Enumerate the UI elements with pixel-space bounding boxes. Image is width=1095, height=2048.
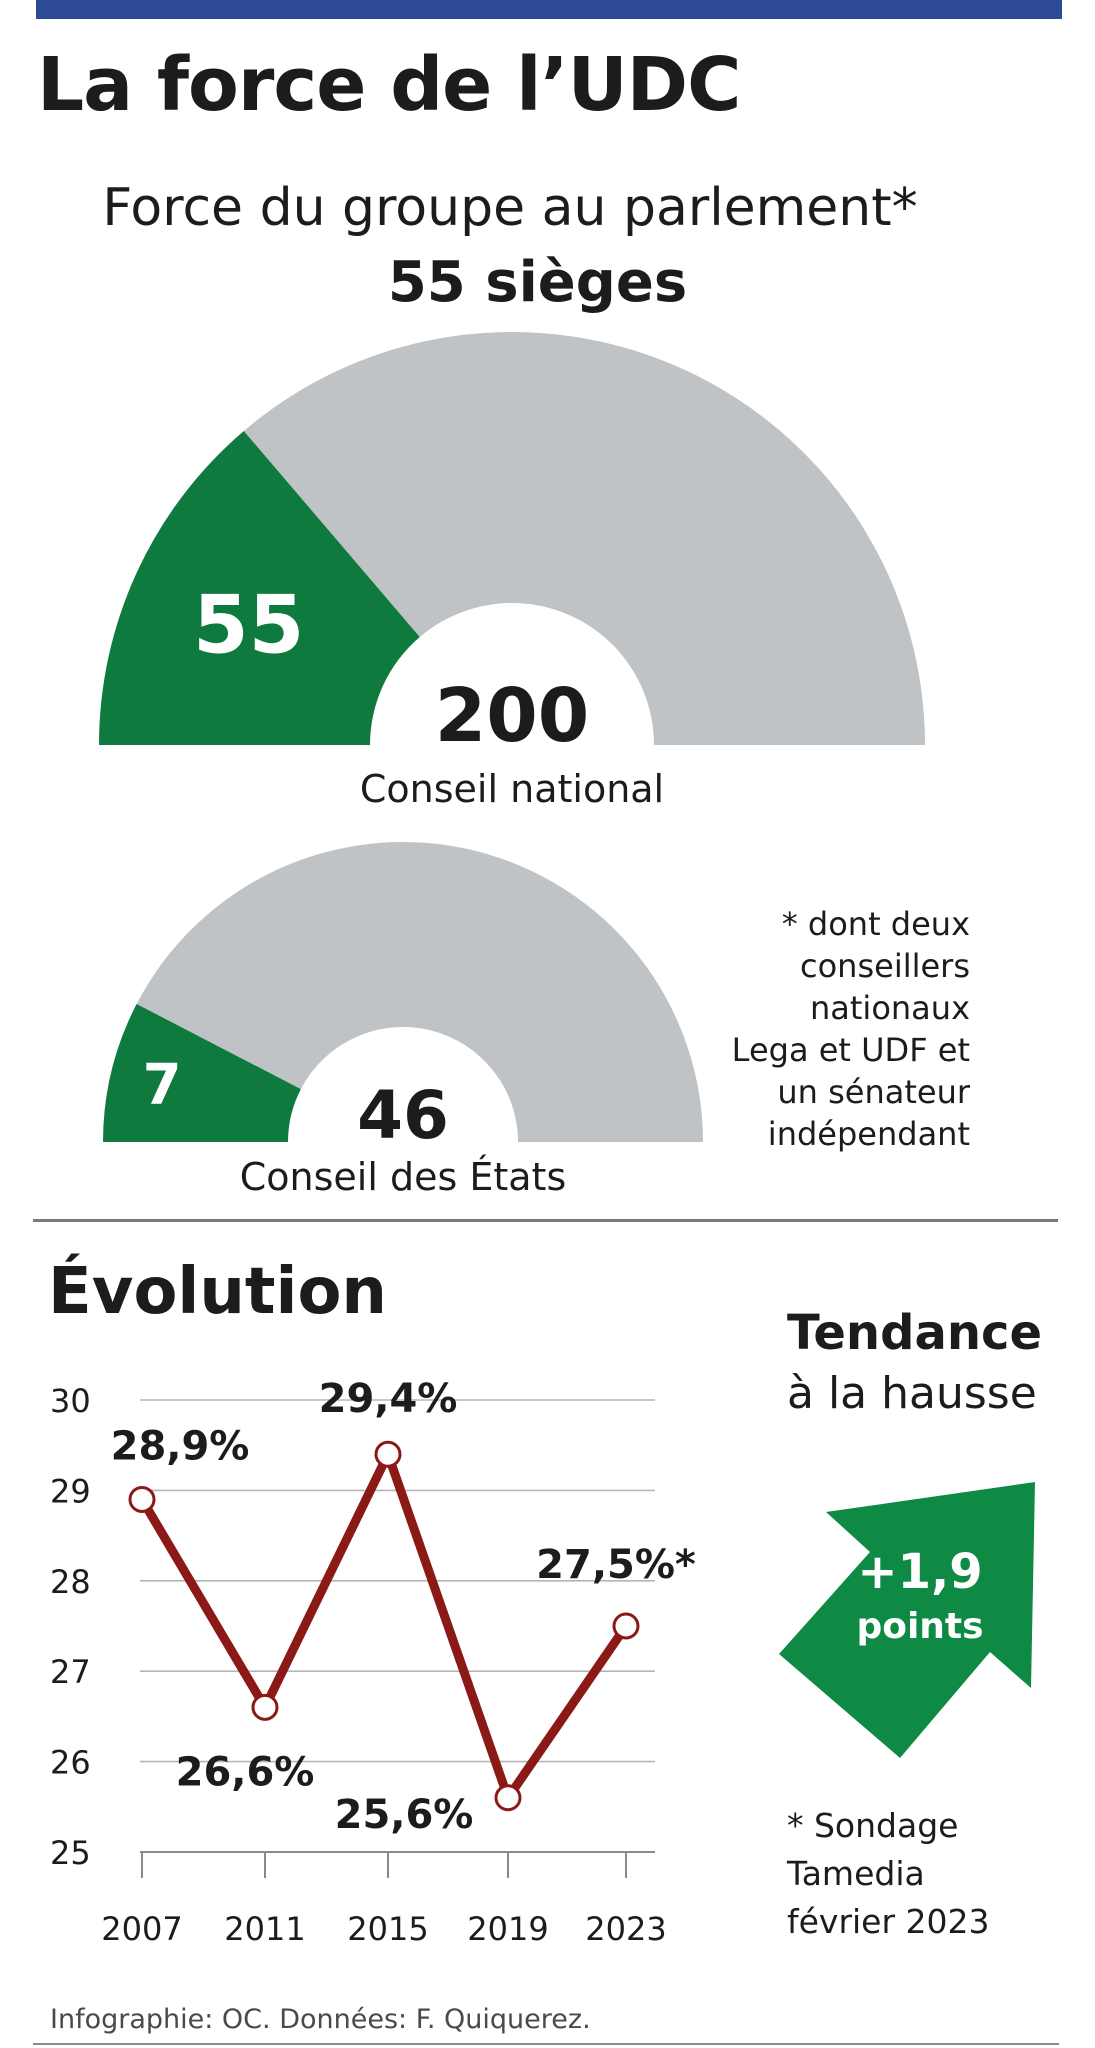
page-title: La force de l’UDC [37, 42, 741, 128]
x-tick-label: 2023 [585, 1910, 666, 1948]
x-tick-label: 2007 [101, 1910, 182, 1948]
footnote-line: indépendant [767, 1115, 970, 1153]
survey-line: * Sondage [787, 1806, 959, 1845]
data-point [494, 1784, 522, 1812]
national-party-slice [99, 430, 420, 745]
footnote-line: * dont deux [781, 905, 970, 943]
survey-line: Tamedia [787, 1854, 925, 1893]
section-divider [33, 1219, 1058, 1222]
national-title: Conseil national [360, 767, 664, 811]
y-tick-label: 25 [50, 1834, 91, 1872]
etats-party-value: 7 [143, 1052, 182, 1117]
etats-party-slice [103, 1003, 301, 1142]
survey-note: * Sondage Tamedia février 2023 [787, 1802, 1037, 1946]
data-point [374, 1440, 402, 1468]
national-total: 200 [435, 673, 589, 759]
series-line [138, 1449, 630, 1803]
data-label: 25,6% [335, 1792, 474, 1838]
parliament-subtitle: Force du groupe au parlement* [102, 178, 918, 238]
footnote-independents: * dont deux conseillers nationaux Lega e… [610, 903, 970, 1155]
etats-title: Conseil des États [240, 1155, 567, 1199]
brand-bar [36, 0, 1062, 19]
y-tick-label: 28 [50, 1563, 91, 1601]
y-tick-label: 26 [50, 1744, 91, 1782]
trend-title: Tendance [787, 1305, 1043, 1361]
survey-line: février 2023 [787, 1902, 990, 1941]
etats-other-slice [136, 841, 704, 1142]
trend-unit: points [856, 1606, 983, 1647]
y-tick-label: 27 [50, 1653, 91, 1691]
data-label: 27,5%* [536, 1542, 696, 1588]
y-tick-label: 30 [50, 1382, 91, 1420]
evolution-title: Évolution [48, 1255, 387, 1329]
national-other-slice [243, 331, 925, 745]
national-party-value: 55 [193, 578, 304, 671]
data-point [251, 1693, 279, 1721]
trend-arrow-icon [779, 1482, 1035, 1758]
etats-total: 46 [357, 1077, 449, 1154]
x-tick-label: 2011 [224, 1910, 305, 1948]
trend-subtitle: à la hausse [787, 1368, 1037, 1419]
seats-total: 55 sièges [387, 250, 688, 315]
x-tick-label: 2015 [347, 1910, 428, 1948]
data-point [612, 1612, 640, 1640]
footnote-line: conseillers [800, 947, 970, 985]
x-tick-label: 2019 [467, 1910, 548, 1948]
data-label: 26,6% [176, 1749, 315, 1795]
y-tick-label: 29 [50, 1472, 91, 1510]
data-label: 28,9% [111, 1423, 250, 1469]
footnote-line: un sénateur [777, 1073, 970, 1111]
trend-value: +1,9 [857, 1544, 982, 1600]
data-point [128, 1485, 156, 1513]
footnote-line: nationaux [809, 989, 970, 1027]
bottom-rule [33, 2043, 1059, 2045]
data-label: 29,4% [319, 1376, 458, 1422]
footnote-line: Lega et UDF et [731, 1031, 970, 1069]
source-credit: Infographie: OC. Données: F. Quiquerez. [50, 2004, 591, 2035]
